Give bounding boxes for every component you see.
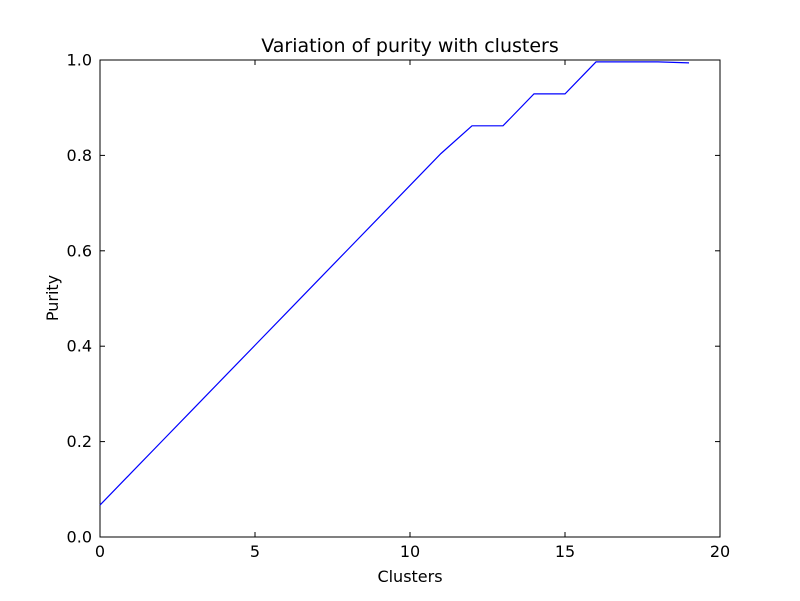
x-tick-label: 20 (710, 542, 730, 561)
y-tick-label: 0.4 (67, 337, 92, 356)
x-tick-label: 15 (555, 542, 575, 561)
series-layer (99, 61, 690, 506)
y-tick-label: 0.0 (67, 528, 92, 547)
y-tick-label: 1.0 (67, 51, 92, 70)
plot-frame (99, 59, 721, 538)
series-line (99, 61, 690, 506)
y-tick-label: 0.2 (67, 432, 92, 451)
y-axis-label: Purity (43, 275, 62, 321)
chart-title: Variation of purity with clusters (261, 35, 558, 57)
plot-area (99, 59, 721, 538)
axis-ticks: 0 5 10 15 20 0.0 0.2 0.4 0.6 0.8 1.0 (67, 51, 731, 562)
y-tick-label: 0.6 (67, 241, 92, 260)
x-axis-label: Clusters (377, 567, 442, 586)
x-tick-label: 5 (250, 542, 260, 561)
x-tick-label: 0 (95, 542, 105, 561)
y-tick-label: 0.8 (67, 146, 92, 165)
x-tick-label: 10 (400, 542, 420, 561)
